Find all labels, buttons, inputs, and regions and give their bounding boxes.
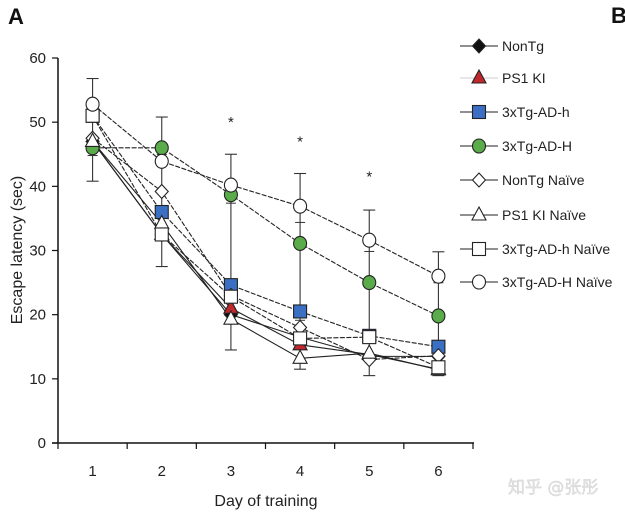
y-ticks: 0 10 20 30 40 50 60 bbox=[29, 50, 58, 452]
legend-label: NonTg Naïve bbox=[502, 172, 585, 188]
y-tick-label: 30 bbox=[29, 243, 46, 260]
x-tick-label: 1 bbox=[88, 463, 96, 480]
legend-marker-triangle bbox=[471, 68, 487, 84]
x-tick-label: 5 bbox=[365, 463, 373, 480]
series-points-3xtg-ad-h-na-ve bbox=[85, 108, 446, 375]
data-point bbox=[431, 308, 446, 324]
series-line-3xtg-ad-h-na-ve bbox=[92, 115, 439, 368]
series-points-nontg-na-ve bbox=[85, 130, 446, 368]
y-tick-label: 20 bbox=[29, 307, 46, 324]
error-bars bbox=[86, 77, 445, 377]
series-line-ps1-ki bbox=[92, 141, 439, 370]
x-tick-label: 4 bbox=[296, 463, 304, 480]
legend-item-nontg-na-ve: NonTg Naïve bbox=[460, 172, 585, 188]
data-point bbox=[223, 289, 238, 304]
data-point bbox=[431, 360, 446, 375]
series-lines bbox=[92, 103, 439, 371]
legend-marker-diamond bbox=[471, 38, 487, 54]
data-point bbox=[293, 304, 308, 319]
legend-marker-square bbox=[471, 241, 487, 257]
legend-label: PS1 KI bbox=[502, 70, 546, 86]
data-point bbox=[362, 275, 377, 291]
series-line-3xtg-ad-h bbox=[92, 147, 439, 317]
data-point bbox=[362, 232, 377, 248]
watermark: 知乎 @张彤 bbox=[508, 478, 598, 498]
legend-marker-square bbox=[471, 104, 487, 120]
data-point bbox=[293, 198, 308, 214]
legend-marker-triangle bbox=[471, 205, 487, 221]
x-ticks: 1 2 3 4 5 6 bbox=[57, 443, 474, 480]
y-axis-title: Escape latency (sec) bbox=[9, 176, 26, 325]
data-point bbox=[154, 183, 170, 200]
legend-item-nontg: NonTg bbox=[460, 38, 544, 54]
data-point bbox=[154, 153, 169, 169]
legend-label: 3xTg-AD-h Naïve bbox=[502, 241, 610, 257]
series-points-3xtg-ad-h bbox=[85, 108, 446, 354]
legend-marker-diamond bbox=[471, 172, 487, 188]
data-point bbox=[362, 330, 377, 345]
legend-item-3xtg-ad-h: 3xTg-AD-H bbox=[460, 138, 572, 154]
legend-label: 3xTg-AD-h bbox=[502, 104, 570, 120]
legend-label: 3xTg-AD-H bbox=[502, 138, 572, 154]
legend-item-ps1-ki: PS1 KI bbox=[460, 68, 546, 86]
y-tick-label: 60 bbox=[29, 50, 46, 67]
significance-star: * bbox=[297, 133, 303, 150]
series-points-3xtg-ad-h bbox=[85, 140, 446, 324]
y-tick-label: 0 bbox=[38, 435, 46, 452]
legend-item-3xtg-ad-h-na-ve: 3xTg-AD-H Naïve bbox=[460, 274, 613, 290]
significance-markers: * * * bbox=[228, 114, 372, 186]
data-point bbox=[222, 309, 239, 325]
x-tick-label: 6 bbox=[434, 463, 442, 480]
series-points-nontg bbox=[85, 133, 446, 365]
significance-star: * bbox=[366, 169, 372, 186]
legend-item-3xtg-ad-h-na-ve: 3xTg-AD-h Naïve bbox=[460, 241, 610, 257]
panel-label-b: B bbox=[611, 3, 625, 28]
data-point bbox=[84, 132, 101, 147]
series-line-3xtg-ad-h bbox=[92, 115, 439, 348]
panel-label-a: A bbox=[8, 4, 24, 29]
data-point bbox=[293, 235, 308, 251]
series-line-ps1-ki-na-ve bbox=[92, 141, 439, 371]
legend-item-3xtg-ad-h: 3xTg-AD-h bbox=[460, 104, 570, 120]
x-tick-label: 3 bbox=[227, 463, 235, 480]
series-markers bbox=[84, 96, 447, 376]
y-tick-label: 50 bbox=[29, 114, 46, 131]
significance-star: * bbox=[228, 114, 234, 131]
legend-label: NonTg bbox=[502, 38, 544, 54]
data-point bbox=[154, 140, 169, 156]
data-point bbox=[85, 96, 100, 112]
series-line-nontg-na-ve bbox=[92, 137, 439, 361]
series-line-3xtg-ad-h-na-ve bbox=[92, 103, 439, 277]
legend-marker-circle bbox=[471, 274, 487, 290]
legend-marker-circle bbox=[471, 138, 487, 154]
legend-label: PS1 KI Naïve bbox=[502, 207, 586, 223]
data-point bbox=[223, 177, 238, 193]
data-point bbox=[361, 344, 378, 359]
series-points-3xtg-ad-h-na-ve bbox=[85, 96, 446, 284]
legend-item-ps1-ki-na-ve: PS1 KI Naïve bbox=[460, 205, 586, 223]
axes bbox=[52, 58, 474, 444]
y-tick-label: 40 bbox=[29, 178, 46, 195]
error-bar-day-1 bbox=[86, 77, 99, 182]
series-points-ps1-ki-na-ve bbox=[84, 132, 447, 376]
y-tick-label: 10 bbox=[29, 371, 46, 388]
legend: NonTg PS1 KI 3xTg-AD-h 3xTg-AD-H NonTg Naïve… bbox=[460, 38, 613, 290]
legend-label: 3xTg-AD-H Naïve bbox=[502, 274, 613, 290]
series-points-ps1-ki bbox=[84, 132, 447, 375]
x-axis-title: Day of training bbox=[214, 493, 317, 510]
data-point bbox=[431, 268, 446, 284]
x-tick-label: 2 bbox=[158, 463, 166, 480]
data-point bbox=[154, 227, 169, 242]
data-point bbox=[293, 331, 308, 346]
data-point bbox=[292, 349, 309, 364]
